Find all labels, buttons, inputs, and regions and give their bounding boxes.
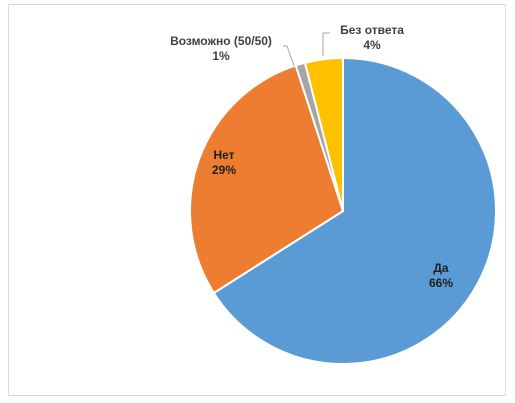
data-label-нет: Нет 29% bbox=[212, 148, 236, 177]
data-label-percent: 66% bbox=[429, 276, 453, 290]
pie-slice-нет bbox=[189, 64, 344, 294]
data-label-да: Да 66% bbox=[429, 261, 453, 290]
data-label-percent: 4% bbox=[363, 38, 381, 52]
data-label-percent: 29% bbox=[212, 163, 236, 177]
data-label-возможно-50-50: Возможно (50/50) 1% bbox=[170, 34, 272, 63]
data-label-без-ответа: Без ответа 4% bbox=[340, 23, 404, 52]
data-label-category: Нет bbox=[213, 148, 234, 162]
data-label-category: Да bbox=[433, 261, 449, 275]
pie-slice-да bbox=[212, 57, 497, 365]
data-label-percent: 1% bbox=[212, 49, 230, 63]
data-label-category: Без ответа bbox=[340, 23, 404, 37]
data-label-category: Возможно (50/50) bbox=[170, 34, 272, 48]
pie-slice-без-ответа bbox=[303, 57, 344, 212]
leader-line-без-ответа bbox=[322, 32, 330, 56]
leader-line-возможно-50-50 bbox=[283, 45, 295, 67]
